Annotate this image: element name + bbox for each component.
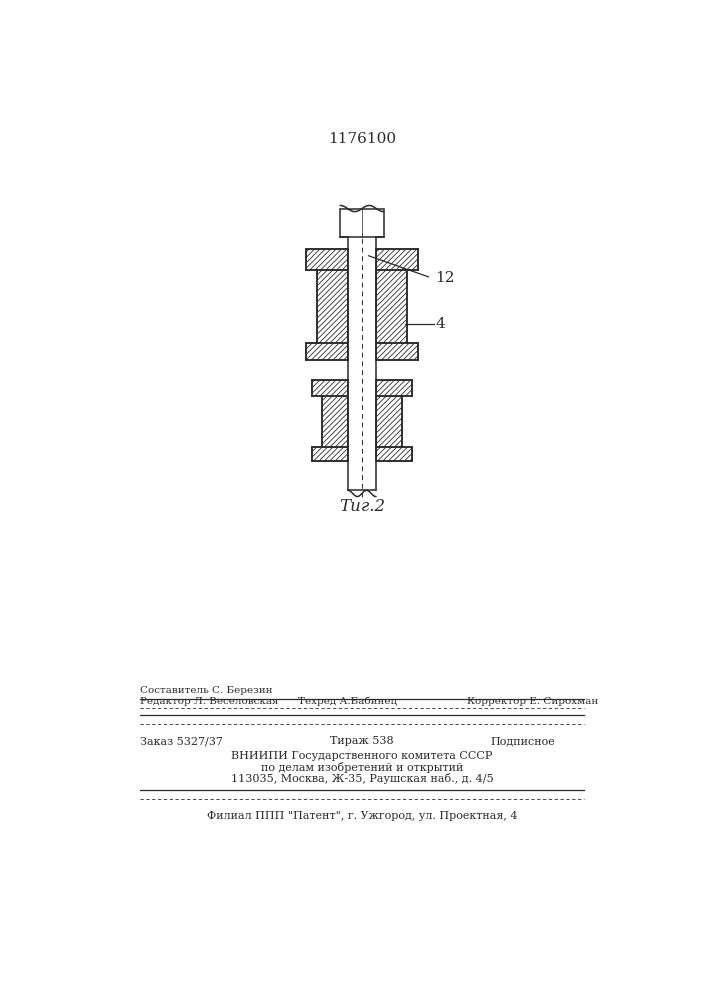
Bar	[322, 396, 348, 447]
Bar	[376, 270, 407, 343]
Text: 12: 12	[435, 271, 455, 285]
Bar	[322, 396, 348, 447]
Bar	[376, 447, 412, 461]
Bar	[317, 270, 348, 343]
Bar	[305, 343, 348, 360]
Text: Составитель С. Березин: Составитель С. Березин	[140, 686, 273, 695]
Bar	[305, 343, 348, 360]
Text: Заказ 5327/37: Заказ 5327/37	[140, 736, 223, 746]
Bar	[376, 396, 402, 447]
Bar	[376, 447, 412, 461]
Bar	[312, 380, 348, 396]
Bar	[348, 209, 376, 490]
Bar	[376, 343, 418, 360]
Bar	[376, 249, 418, 270]
Bar	[376, 270, 407, 343]
Bar	[312, 447, 348, 461]
Text: Техред А.Бабинец: Техред А.Бабинец	[298, 696, 397, 706]
Bar	[305, 249, 348, 270]
Bar	[348, 209, 376, 490]
Bar	[312, 447, 348, 461]
Text: Филиал ППП "Патент", г. Ужгород, ул. Проектная, 4: Филиал ППП "Патент", г. Ужгород, ул. Про…	[206, 811, 518, 821]
Text: 113035, Москва, Ж-35, Раушская наб., д. 4/5: 113035, Москва, Ж-35, Раушская наб., д. …	[230, 773, 493, 784]
Text: Подписное: Подписное	[491, 736, 555, 746]
Bar	[376, 380, 412, 396]
Text: Редактор Л. Веселовская: Редактор Л. Веселовская	[140, 697, 279, 706]
Text: Τиг.2: Τиг.2	[339, 498, 385, 515]
Bar	[312, 380, 348, 396]
Text: по делам изобретений и открытий: по делам изобретений и открытий	[261, 762, 463, 773]
Bar	[376, 396, 402, 447]
Bar	[376, 380, 412, 396]
Text: ВНИИПИ Государственного комитета СССР: ВНИИПИ Государственного комитета СССР	[231, 751, 493, 761]
Bar	[376, 343, 418, 360]
Bar	[317, 270, 348, 343]
Text: 4: 4	[435, 317, 445, 331]
Text: Корректор Е. Сирохман: Корректор Е. Сирохман	[467, 697, 599, 706]
Bar	[340, 209, 383, 237]
Bar	[305, 249, 348, 270]
Bar	[376, 249, 418, 270]
Text: Тираж 538: Тираж 538	[330, 736, 394, 746]
Text: 1176100: 1176100	[328, 132, 396, 146]
